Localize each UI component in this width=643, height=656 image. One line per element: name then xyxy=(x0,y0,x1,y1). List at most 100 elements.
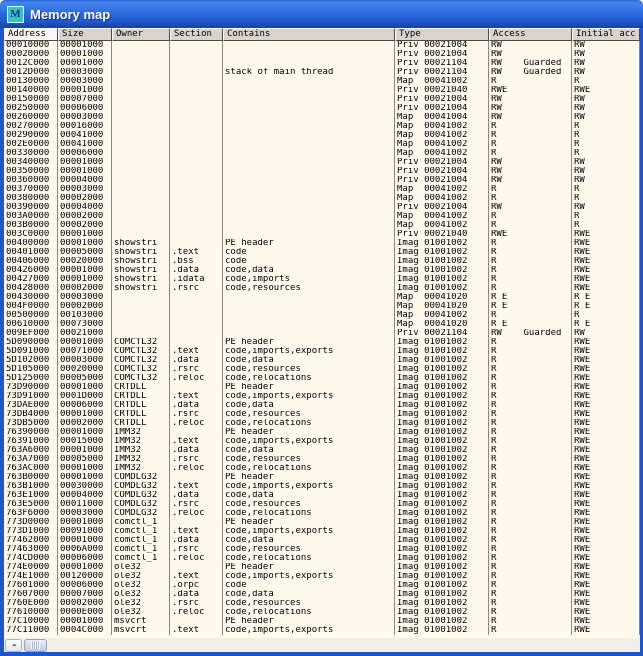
table-row[interactable]: 76391000 00015000 IMM32 .text code,imports,e… xyxy=(4,437,640,446)
column-header-access[interactable]: Access xyxy=(489,28,572,41)
cell-size: 00001000 xyxy=(58,563,112,572)
table-row[interactable]: 763A6000 00001000 IMM32 .data code,data Imag … xyxy=(4,446,640,455)
column-header-initial-access[interactable]: Initial acc xyxy=(572,28,640,41)
cell-address: 00406000 xyxy=(4,257,58,266)
table-row[interactable]: 00270000 00016000 Map 00041002 R R xyxy=(4,122,640,131)
table-row[interactable]: 00020000 00001000 Priv 00021004 RW RW xyxy=(4,50,640,59)
table-row[interactable]: 003C0000 00001000 Priv 00021040 RWE RWE xyxy=(4,230,640,239)
table-row[interactable]: 77462000 00001000 comctl_1 .data code,data Im… xyxy=(4,536,640,545)
table-row[interactable]: 00401000 00005000 showstri .text code Imag 01… xyxy=(4,248,640,257)
column-header-type[interactable]: Type xyxy=(395,28,489,41)
scroll-left-button[interactable]: ◄ xyxy=(5,638,22,652)
table-row[interactable]: 7760E000 00002000 ole32 .rsrc code,resources… xyxy=(4,599,640,608)
table-row[interactable]: 77463000 0006A000 comctl_1 .rsrc code,resour… xyxy=(4,545,640,554)
cell-size: 00001000 xyxy=(58,266,112,275)
table-row[interactable]: 5D102000 00003000 COMCTL32 .data code,data Im… xyxy=(4,356,640,365)
table-row[interactable]: 003A0000 00002000 Map 00041002 R R xyxy=(4,212,640,221)
table-row[interactable]: 00330000 00006000 Map 00041002 R R xyxy=(4,149,640,158)
table-row[interactable]: 77610000 0000E000 ole32 .reloc code,relocati… xyxy=(4,608,640,617)
table-row[interactable]: 73D90000 00001000 CRTDLL PE header Imag 0100… xyxy=(4,383,640,392)
table-row[interactable]: 73D91000 0001D000 CRTDLL .text code,imports,… xyxy=(4,392,640,401)
cell-owner: COMCTL32 xyxy=(112,338,170,347)
table-row[interactable]: 003B0000 00002000 Map 00041002 R R xyxy=(4,221,640,230)
column-header-contains[interactable]: Contains xyxy=(223,28,395,41)
column-header-owner[interactable]: Owner xyxy=(112,28,170,41)
table-row[interactable]: 774E0000 00001000 ole32 PE header Imag 01001… xyxy=(4,563,640,572)
column-header-address[interactable]: Address xyxy=(4,28,58,41)
table-body[interactable]: 00010000 00001000 Priv 00021004 RW RW 0002000… xyxy=(4,41,640,638)
table-row[interactable]: 73DB5000 00002000 CRTDLL .reloc code,relocat… xyxy=(4,419,640,428)
table-row[interactable]: 00250000 00006000 Priv 00021004 RW RW xyxy=(4,104,640,113)
table-row[interactable]: 5D105000 00020000 COMCTL32 .rsrc code,resour… xyxy=(4,365,640,374)
table-row[interactable]: 002E0000 00041000 Map 00041002 R R xyxy=(4,140,640,149)
table-row[interactable]: 00390000 00004000 Priv 00021004 RW RW xyxy=(4,203,640,212)
table-row[interactable]: 763AC000 00001000 IMM32 .reloc code,relocati… xyxy=(4,464,640,473)
table-row[interactable]: 0012D000 00003000 stack of main thread Priv… xyxy=(4,68,640,77)
table-row[interactable]: 00400000 00001000 showstri PE header Imag 01… xyxy=(4,239,640,248)
column-header-section[interactable]: Section xyxy=(170,28,223,41)
table-row[interactable]: 77C10000 00001000 msvcrt PE header Imag 0100… xyxy=(4,617,640,626)
table-row[interactable]: 73DAE000 00006000 CRTDLL .data code,data Imag… xyxy=(4,401,640,410)
scrollbar-thumb[interactable] xyxy=(24,638,47,652)
cell-initial-access: RW xyxy=(572,203,640,212)
table-row[interactable]: 77601000 00006000 ole32 .orpc code Imag 01001… xyxy=(4,581,640,590)
table-row[interactable]: 763E1000 00004000 COMDLG32 .data code,data Im… xyxy=(4,491,640,500)
table-row[interactable]: 00290000 00041000 Map 00041002 R R xyxy=(4,131,640,140)
cell-owner xyxy=(112,311,170,320)
table-row[interactable]: 77607000 00007000 ole32 .data code,data Imag … xyxy=(4,590,640,599)
table-row[interactable]: 763E5000 00011000 COMDLG32 .rsrc code,resour… xyxy=(4,500,640,509)
table-row[interactable]: 76390000 00001000 IMM32 PE header Imag 01001… xyxy=(4,428,640,437)
cell-size: 00005000 xyxy=(58,455,112,464)
table-row[interactable]: 00500000 00103000 Map 00041002 R R xyxy=(4,311,640,320)
cell-size: 00005000 xyxy=(58,248,112,257)
table-row[interactable]: 00140000 00001000 Priv 00021040 RWE RWE xyxy=(4,86,640,95)
table-row[interactable]: 763A7000 00005000 IMM32 .rsrc code,resources… xyxy=(4,455,640,464)
cell-contains: code,resources xyxy=(223,284,395,293)
table-row[interactable]: 00360000 00004000 Priv 00021004 RW RW xyxy=(4,176,640,185)
table-row[interactable]: 00427000 00001000 showstri .idata code,impor… xyxy=(4,275,640,284)
cell-contains: code,imports,exports xyxy=(223,482,395,491)
table-row[interactable]: 774CD000 00006000 comctl_1 .reloc code,reloc… xyxy=(4,554,640,563)
cell-section: .idata xyxy=(170,275,223,284)
cell-section xyxy=(170,86,223,95)
cell-access: R xyxy=(489,455,572,464)
table-row[interactable]: 00426000 00001000 showstri .data code,data Im… xyxy=(4,266,640,275)
table-row[interactable]: 00130000 00003000 Map 00041002 R R xyxy=(4,77,640,86)
cell-section xyxy=(170,158,223,167)
table-row[interactable]: 00406000 00020000 showstri .bss code Imag 010… xyxy=(4,257,640,266)
table-row[interactable]: 5D090000 00001000 COMCTL32 PE header Imag 01… xyxy=(4,338,640,347)
table-row[interactable]: 763B1000 00030000 COMDLG32 .text code,import… xyxy=(4,482,640,491)
cell-owner: showstri xyxy=(112,275,170,284)
table-row[interactable]: 009EF000 00021000 Priv 00021104 RW Guarded R… xyxy=(4,329,640,338)
cell-size: 00006000 xyxy=(58,104,112,113)
cell-access: R xyxy=(489,554,572,563)
cell-size: 00001000 xyxy=(58,518,112,527)
table-row[interactable]: 774E1000 00120000 ole32 .text code,imports,e… xyxy=(4,572,640,581)
table-row[interactable]: 773D0000 00001000 comctl_1 PE header Imag 01… xyxy=(4,518,640,527)
table-row[interactable]: 773D1000 00091000 comctl_1 .text code,import… xyxy=(4,527,640,536)
table-row[interactable]: 00350000 00001000 Priv 00021004 RW RW xyxy=(4,167,640,176)
horizontal-scrollbar[interactable]: ◄ xyxy=(4,638,640,652)
cell-section xyxy=(170,221,223,230)
table-row[interactable]: 763F6000 00003000 COMDLG32 .reloc code,reloc… xyxy=(4,509,640,518)
table-row[interactable]: 77C11000 0004C000 msvcrt .text code,imports,… xyxy=(4,626,640,635)
table-row[interactable]: 5D125000 00005000 COMCTL32 .reloc code,reloc… xyxy=(4,374,640,383)
table-row[interactable]: 73DB4000 00001000 CRTDLL .rsrc code,resource… xyxy=(4,410,640,419)
cell-section xyxy=(170,563,223,572)
table-row[interactable]: 763B0000 00001000 COMDLG32 PE header Imag 01… xyxy=(4,473,640,482)
table-row[interactable]: 00340000 00001000 Priv 00021004 RW RW xyxy=(4,158,640,167)
title-bar[interactable]: M Memory map xyxy=(0,0,643,28)
table-row[interactable]: 00428000 00002000 showstri .rsrc code,resour… xyxy=(4,284,640,293)
table-row[interactable]: 00380000 00002000 Map 00041002 R R xyxy=(4,194,640,203)
table-row[interactable]: 00010000 00001000 Priv 00021004 RW RW xyxy=(4,41,640,50)
table-row[interactable]: 00260000 00003000 Map 00041004 RW RW xyxy=(4,113,640,122)
table-row[interactable]: 00370000 00003000 Map 00041002 R R xyxy=(4,185,640,194)
table-row[interactable]: 00150000 00007000 Priv 00021004 RW RW xyxy=(4,95,640,104)
cell-size: 00001000 xyxy=(58,383,112,392)
table-row[interactable]: 0012C000 00001000 Priv 00021104 RW Guarded R… xyxy=(4,59,640,68)
column-header-size[interactable]: Size xyxy=(58,28,112,41)
table-row[interactable]: 5D091000 00071000 COMCTL32 .text code,import… xyxy=(4,347,640,356)
